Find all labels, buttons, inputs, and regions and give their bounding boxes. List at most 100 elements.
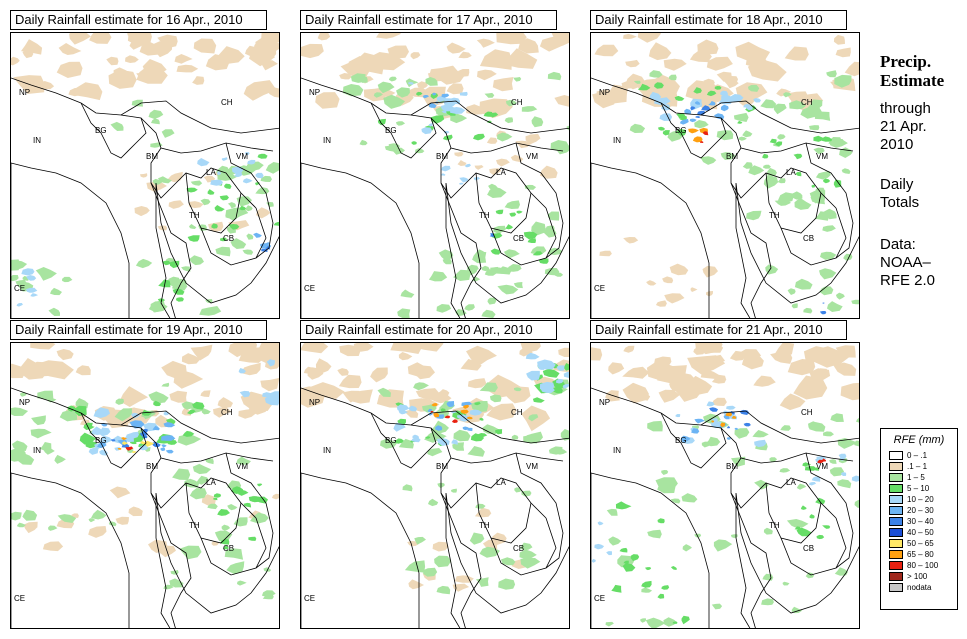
rain-cell	[763, 527, 773, 535]
rain-cell	[221, 524, 231, 531]
rain-cell	[783, 92, 792, 98]
rain-cell	[697, 39, 719, 55]
rain-layer	[591, 343, 859, 628]
rain-cell	[111, 439, 116, 442]
rain-cell	[827, 301, 843, 312]
border-line	[765, 172, 822, 234]
rain-cell	[532, 397, 545, 403]
country-label-np: NP	[309, 398, 320, 407]
rain-cell	[217, 397, 233, 409]
rain-cell	[775, 141, 783, 147]
map-frame: NP CH IN BG BM VM LA TH CB CE	[590, 342, 860, 629]
legend-item: > 100	[889, 571, 957, 582]
rain-cell	[11, 511, 22, 521]
rain-cell	[301, 43, 324, 59]
rain-cell	[763, 164, 771, 169]
rain-cell	[176, 64, 199, 73]
country-label-la: LA	[206, 478, 216, 487]
rain-cell	[711, 397, 727, 406]
rain-cell	[814, 211, 829, 221]
country-label-vm: VM	[236, 152, 248, 161]
rain-layer	[11, 33, 279, 316]
rain-cell	[725, 412, 732, 417]
rain-cell	[647, 420, 663, 432]
legend-swatch	[889, 517, 903, 526]
rain-cell	[606, 508, 618, 516]
rain-cell	[467, 427, 473, 432]
rain-cell	[458, 69, 470, 77]
border-line	[780, 207, 847, 266]
rain-cell	[431, 403, 438, 407]
rain-cell	[430, 410, 434, 413]
rain-cell	[462, 426, 470, 431]
legend-item: .1 – 1	[889, 461, 957, 472]
rain-cell	[188, 255, 204, 266]
rain-cell	[510, 154, 524, 163]
coastline	[445, 182, 569, 318]
rain-cell	[441, 93, 450, 98]
rainfall-map: NP CH IN BG BM VM LA TH CB CE	[591, 343, 859, 628]
rain-cell	[217, 509, 230, 516]
rain-cell	[315, 358, 332, 375]
country-label-np: NP	[19, 398, 30, 407]
rain-cell	[168, 200, 184, 209]
rain-cell	[670, 566, 677, 570]
rain-cell	[148, 301, 168, 313]
rain-cell	[623, 345, 635, 353]
rain-cell	[803, 307, 813, 314]
rain-cell	[428, 123, 433, 127]
rain-cell	[438, 249, 454, 261]
rain-cell	[397, 418, 406, 425]
rain-cell	[427, 408, 433, 413]
country-label-bm: BM	[146, 462, 158, 471]
country-label-th: TH	[479, 521, 490, 530]
rain-cell	[453, 429, 471, 442]
rain-cell	[489, 394, 502, 403]
rain-cell	[682, 544, 692, 552]
rain-cell	[181, 353, 201, 365]
rain-cell	[813, 147, 825, 155]
border-line	[490, 207, 557, 266]
border-line	[200, 207, 267, 266]
legend-label: 40 – 50	[907, 528, 934, 537]
rain-cell	[786, 519, 809, 528]
rain-cell	[540, 385, 555, 394]
country-borders	[11, 77, 279, 318]
rain-cell	[477, 69, 497, 81]
rain-cell	[779, 468, 791, 473]
rain-cell	[231, 166, 244, 175]
rain-cell	[233, 517, 248, 527]
rain-cell	[425, 436, 431, 439]
rain-cell	[62, 276, 73, 283]
panel-title: Daily Rainfall estimate for 19 Apr., 201…	[10, 320, 267, 340]
rain-cell	[131, 99, 143, 107]
rain-cell	[811, 184, 815, 188]
country-label-la: LA	[786, 478, 796, 487]
rain-cell	[476, 38, 495, 48]
rain-cell	[490, 248, 501, 255]
rain-cell	[679, 118, 689, 125]
rain-cell	[400, 289, 415, 298]
rain-cell	[244, 152, 250, 156]
rain-cell	[190, 344, 213, 361]
rain-cell	[791, 303, 798, 309]
rain-cell	[452, 442, 465, 451]
rain-cell	[172, 468, 191, 480]
rain-cell	[249, 345, 278, 361]
rain-cell	[497, 284, 519, 295]
rain-cell	[397, 308, 411, 318]
rain-cell	[681, 435, 691, 443]
coastline	[155, 182, 279, 318]
rain-cell	[820, 251, 837, 260]
rain-cell	[615, 501, 632, 510]
border-line	[490, 517, 557, 576]
rain-cell	[377, 81, 395, 94]
border-line	[475, 482, 532, 544]
rain-cell	[193, 38, 217, 54]
rain-cell	[315, 92, 340, 109]
rain-cell	[317, 33, 331, 41]
rain-cell	[711, 374, 727, 384]
rain-cell	[239, 390, 251, 398]
country-label-th: TH	[189, 521, 200, 530]
rain-cell	[205, 458, 214, 465]
